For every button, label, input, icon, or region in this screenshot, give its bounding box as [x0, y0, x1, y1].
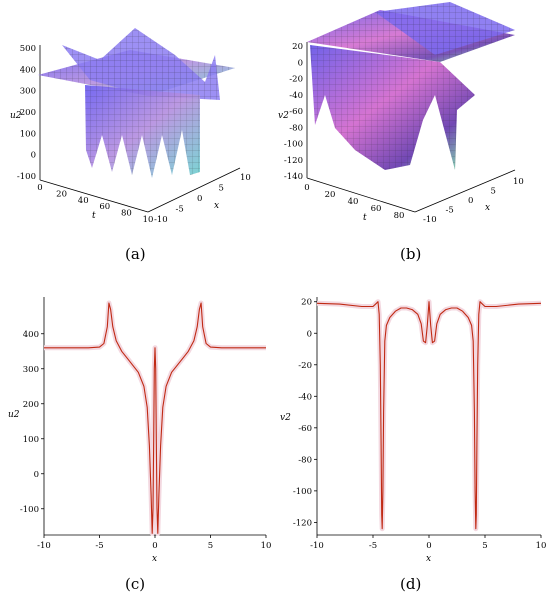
t-ticks: 0 20 40 60 80 10	[37, 183, 153, 225]
x-tick-label: 0	[197, 194, 202, 204]
z-tick-label: 0	[298, 58, 303, 68]
y-tick-label: -120	[293, 518, 312, 528]
t-ticks: 0 20 40 60 80	[304, 183, 404, 221]
x-axis-label: x	[426, 554, 431, 564]
t-tick-label: 0	[37, 183, 42, 193]
x-tick-label: -10	[310, 541, 324, 551]
t-axis-label: t	[363, 213, 367, 223]
y-axis-label: u2	[8, 410, 20, 420]
y-tick-label: -20	[298, 361, 312, 371]
y-tick-label: 100	[23, 435, 39, 445]
x-tick-label: -5	[95, 541, 103, 551]
x-tick-label: 0	[468, 196, 473, 206]
y-tick-label: 0	[307, 329, 312, 339]
z-tick-label: 20	[292, 42, 303, 52]
x-axis	[414, 169, 516, 213]
caption-d: (d)	[400, 575, 422, 593]
y-tick-label: 300	[23, 365, 39, 375]
caption-c: (c)	[125, 575, 146, 593]
y-tick-label: -80	[298, 455, 312, 465]
z-tick-label: -40	[289, 91, 303, 101]
x-ticks: 10 5 0 -5 -10	[154, 173, 251, 225]
x-tick-label: 5	[482, 541, 487, 551]
z-tick-label: -80	[289, 123, 303, 133]
y-tick-label: -100	[20, 505, 39, 515]
t-axis	[306, 177, 416, 213]
surface-b	[307, 2, 515, 170]
surface-a	[38, 28, 235, 178]
z-tick-label: 0	[31, 151, 36, 161]
panel-c: u2 x -10 -5 0 5 10 400 300 200 100 0 -100 (c)	[0, 285, 275, 604]
z-tick-label: -120	[284, 156, 303, 166]
x-tick-label: 5	[219, 184, 224, 194]
t-tick-label: 60	[99, 202, 110, 212]
z-tick-label: 200	[20, 108, 36, 118]
x-ticks: 10 5 0 -5 -10	[423, 177, 524, 225]
z-tick-label: -140	[284, 172, 303, 182]
x-tick-label: 10	[261, 541, 272, 551]
series-line	[316, 301, 542, 530]
y-tick-label: -40	[298, 392, 312, 402]
x-tick-label: -10	[37, 541, 51, 551]
y-tick-label: 200	[23, 400, 39, 410]
t-tick-label: 10	[143, 215, 154, 225]
line-plot-c: u2 x -10 -5 0 5 10 400 300 200 100 0 -100	[8, 297, 272, 564]
x-tick-label: 10	[240, 173, 251, 183]
t-tick-label: 40	[348, 197, 359, 207]
caption-a: (a)	[125, 245, 146, 263]
x-axis-label: x	[214, 201, 219, 211]
x-tick-label: -5	[176, 205, 184, 215]
y-tick-label: 20	[301, 298, 312, 308]
z-tick-label: -100	[284, 140, 303, 150]
y-tick-label: -60	[298, 424, 312, 434]
z-tick-label: -60	[289, 107, 303, 117]
x-tick-label: 5	[208, 541, 213, 551]
z-tick-label: 300	[20, 87, 36, 97]
x-axis	[147, 167, 241, 213]
z-tick-label: -20	[289, 75, 303, 85]
z-tick-label: 100	[20, 129, 36, 139]
x-tick-label: 10	[513, 177, 524, 187]
series-halo	[316, 299, 542, 532]
x-tick-label: 0	[152, 541, 157, 551]
y-tick-label: 400	[23, 330, 39, 340]
t-tick-label: 0	[304, 183, 309, 193]
z-tick-label: 500	[20, 44, 36, 54]
z-ticks: 20 0 -20 -40 -60 -80 -100 -120 -140	[284, 42, 303, 182]
caption-b: (b)	[400, 245, 422, 263]
y-tick-label: 0	[34, 470, 39, 480]
t-tick-label: 80	[121, 209, 132, 219]
x-tick-label: 10	[536, 541, 547, 551]
x-axis-label: x	[152, 554, 157, 564]
x-tick-label: 5	[491, 187, 496, 197]
line-plot-d: v2 x -10 -5 0 5 10 20 0 -20 -40 -60 -80 -100 -120	[280, 297, 547, 564]
panel-d: v2 x -10 -5 0 5 10 20 0 -20 -40 -60 -80 -100 -120 (d…	[275, 285, 550, 604]
z-axis-label: u2	[10, 111, 22, 121]
z-tick-label: -100	[17, 172, 36, 182]
panel-b: 20 0 -20 -40 -60 -80 -100 -120 -140 v2 0 20 40 60 80…	[275, 0, 550, 275]
x-axis-label: x	[485, 203, 490, 213]
x-tick-label: -5	[369, 541, 377, 551]
x-tick-label: 0	[426, 541, 431, 551]
y-axis-label: v2	[280, 413, 291, 423]
panel-a: 500 400 300 200 100 0 -100 u2 0 20 40 60 80 10 10 5 0…	[0, 0, 275, 275]
y-tick-label: -100	[293, 487, 312, 497]
z-ticks: 500 400 300 200 100 0 -100	[17, 44, 36, 182]
t-tick-label: 80	[394, 211, 405, 221]
series-line	[44, 302, 266, 534]
x-tick-label: -5	[446, 206, 454, 216]
x-tick-label: -10	[423, 215, 437, 225]
x-tick-label: -10	[154, 215, 168, 225]
t-axis-label: t	[92, 211, 96, 221]
z-axis-label: v2	[278, 111, 289, 121]
t-tick-label: 20	[325, 190, 336, 200]
series-halo	[44, 300, 266, 536]
t-tick-label: 20	[56, 189, 67, 199]
t-tick-label: 60	[371, 204, 382, 214]
t-tick-label: 40	[78, 196, 89, 206]
z-tick-label: 400	[20, 65, 36, 75]
t-axis	[39, 179, 149, 213]
surface-plot-b: 200-20-40-60-80-100-120-140 v2 020406080…	[278, 2, 524, 225]
